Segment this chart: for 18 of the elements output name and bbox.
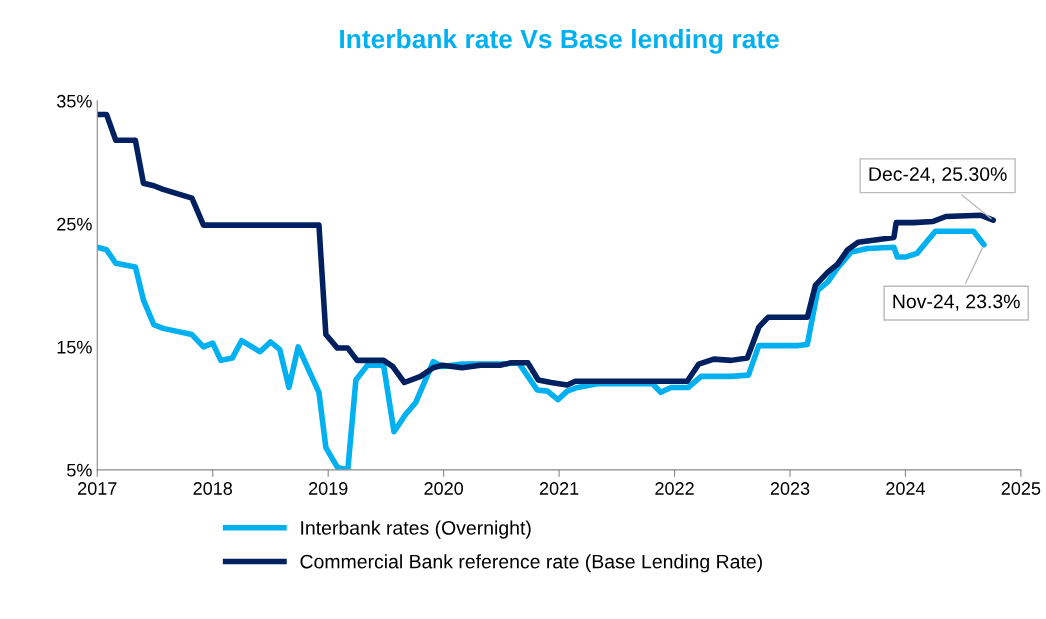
x-tick-label: 2018: [193, 482, 233, 495]
y-tick-label: 35%: [56, 94, 92, 108]
y-tick-label: 5%: [67, 463, 92, 477]
annotation: Dec-24, 25.30%: [869, 167, 1007, 184]
x-tick-label: 2024: [886, 482, 925, 495]
x-tick-label: 2020: [424, 482, 464, 495]
x-tick-label: 2022: [655, 482, 694, 495]
x-tick-label: 2017: [78, 482, 117, 495]
x-tick-label: 2021: [539, 482, 579, 495]
x-tick-label: 2019: [309, 482, 348, 495]
x-tick-label: 2025: [1001, 482, 1041, 495]
chart-title: Interbank rate Vs Base lending rate: [340, 29, 779, 54]
y-tick-label: 15%: [57, 340, 92, 354]
y-tick-label: 25%: [57, 217, 92, 231]
legend-label: Interbank rates (Overnight): [301, 520, 531, 539]
annotation: Nov-24, 23.3%: [893, 294, 1020, 311]
legend-label: Commercial Bank reference rate (Base Lending Rate): [300, 554, 762, 573]
x-tick-label: 2023: [770, 482, 810, 495]
